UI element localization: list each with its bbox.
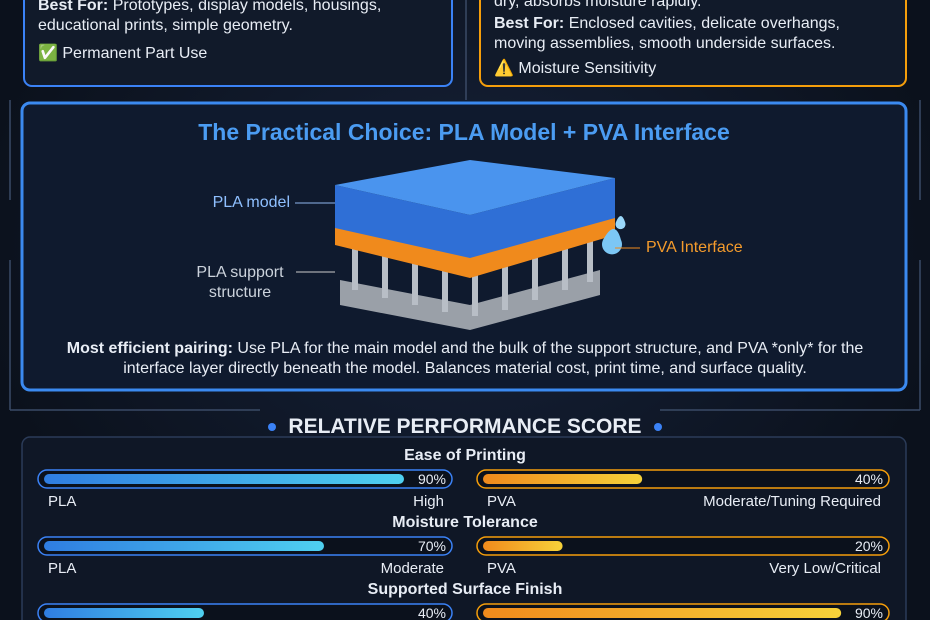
illustration xyxy=(295,160,640,330)
bar xyxy=(44,608,204,618)
score-title: RELATIVE PERFORMANCE SCORE xyxy=(288,415,642,438)
material-label: PVA xyxy=(487,560,516,577)
metric-name: Moisture Tolerance xyxy=(392,514,538,531)
rating: Very Low/Critical xyxy=(769,560,881,577)
metric-name: Supported Surface Finish xyxy=(367,581,563,598)
rating: Moderate xyxy=(380,560,444,577)
value-label: 40% xyxy=(417,605,446,620)
intro: dry, absorbs moisture rapidly. xyxy=(494,0,702,10)
practical-title: The Practical Choice: PLA Model + PVA In… xyxy=(198,119,730,145)
material-label: PLA xyxy=(48,560,77,577)
card-right xyxy=(479,0,907,87)
bar xyxy=(483,608,842,618)
rating: Moderate/Tuning Required xyxy=(703,493,881,510)
material-label: PLA xyxy=(48,493,77,510)
bar xyxy=(44,474,404,484)
value-label: 90% xyxy=(854,605,883,620)
value-label: 90% xyxy=(417,471,446,487)
badge: ✅ Permanent Part Use xyxy=(38,45,208,62)
rating: High xyxy=(413,493,444,510)
metric-name: Ease of Printing xyxy=(404,447,526,464)
label-interface: PVA Interface xyxy=(646,239,743,256)
bar xyxy=(483,541,563,551)
summary: Most efficient pairing: Use PLA for the … xyxy=(66,340,864,377)
label-support: PLA support structure xyxy=(196,264,284,301)
label-model: PLA model xyxy=(212,194,290,211)
value-label: 20% xyxy=(854,538,883,554)
bar-track xyxy=(476,536,890,556)
value-label: 40% xyxy=(854,471,883,487)
value-label: 70% xyxy=(417,538,446,554)
bar xyxy=(483,474,643,484)
best-for: Best For: Prototypes, display models, ho… xyxy=(38,0,382,34)
card-left xyxy=(23,0,453,87)
material-label: PVA xyxy=(487,493,516,510)
best-for: Best For: Enclosed cavities, delicate ov… xyxy=(494,15,840,52)
badge: ⚠️ Moisture Sensitivity xyxy=(494,60,657,77)
bar xyxy=(44,541,324,551)
